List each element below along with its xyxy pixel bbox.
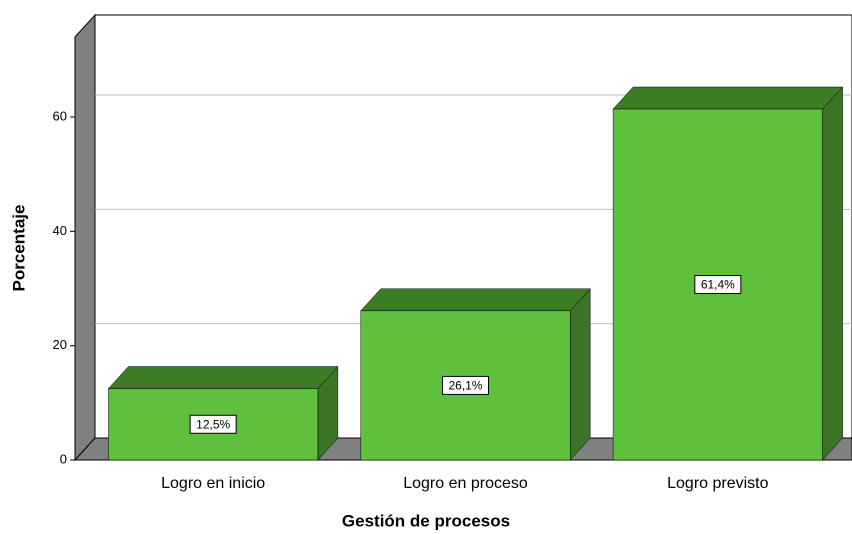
left-wall [74, 13, 96, 462]
bar-side [822, 86, 843, 461]
value-label: 12,5% [196, 417, 230, 431]
y-tick-label: 0 [60, 451, 67, 466]
y-tick-label: 40 [53, 223, 67, 238]
value-label: 61,4% [701, 278, 735, 292]
y-axis-label: Porcentaje [9, 205, 28, 292]
x-axis-label: Gestión de procesos [342, 511, 510, 530]
value-label-box [442, 375, 489, 395]
bar-top [360, 288, 591, 312]
y-tick-label: 20 [53, 337, 67, 352]
value-label: 26,1% [448, 379, 482, 393]
value-label-box [189, 414, 237, 434]
x-tick-label: Logro en proceso [403, 475, 528, 492]
value-label-box [694, 275, 742, 295]
x-tick-label: Logro previsto [667, 475, 768, 492]
y-tick-label: 60 [53, 108, 67, 123]
bar-top [612, 86, 844, 110]
bar-top [107, 366, 339, 389]
bar-side [569, 288, 591, 461]
x-tick-label: Logro en inicio [161, 475, 265, 492]
